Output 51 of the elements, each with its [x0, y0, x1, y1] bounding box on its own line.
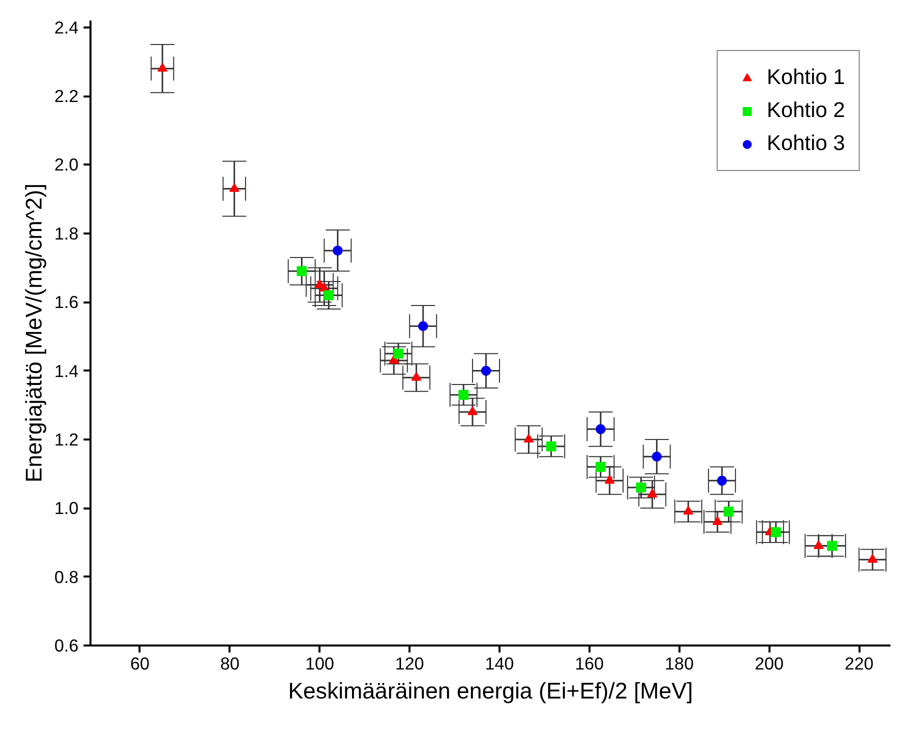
point	[324, 290, 334, 300]
legend-label: Kohtio 1	[766, 65, 845, 90]
point	[481, 366, 492, 376]
y-tick-label: 1.8	[54, 223, 79, 244]
x-tick-label: 60	[130, 654, 150, 674]
x-tick-label: 120	[395, 654, 424, 674]
point	[724, 506, 734, 517]
point	[604, 474, 615, 484]
x-tick-label: 200	[754, 654, 784, 674]
point	[332, 246, 343, 256]
legend-label: Kohtio 2	[766, 98, 845, 123]
x-axis-title: Keskimääräinen energia (Ei+Ef)/2 [MeV]	[288, 678, 693, 704]
point	[468, 406, 478, 416]
point	[546, 441, 556, 452]
legend-label: Kohtio 3	[766, 131, 845, 156]
point	[827, 540, 838, 551]
point	[596, 462, 606, 472]
point	[814, 540, 824, 550]
x-tick-label: 80	[220, 654, 240, 674]
point	[229, 183, 240, 192]
point	[418, 321, 428, 332]
y-tick-label: 1.6	[54, 292, 79, 312]
point	[393, 348, 404, 359]
y-tick-label: 2.0	[54, 154, 79, 175]
y-tick-label: 1.0	[54, 498, 79, 518]
point	[524, 434, 534, 443]
x-tick-label: 220	[844, 654, 874, 674]
point	[652, 452, 662, 462]
point	[458, 390, 469, 400]
point	[157, 62, 168, 72]
point	[770, 527, 781, 538]
x-tick-label: 160	[574, 654, 604, 674]
point	[596, 424, 606, 434]
y-axis-title: Energiajättö [MeV/(mg/cm^2)]	[20, 184, 46, 482]
x-tick-label: 140	[485, 654, 514, 674]
point	[683, 506, 694, 515]
point	[636, 482, 646, 493]
x-tick-label: 100	[305, 654, 334, 674]
y-tick-label: 2.2	[54, 86, 79, 106]
point	[868, 554, 878, 563]
point	[716, 476, 727, 486]
point	[647, 488, 658, 498]
y-tick-label: 1.4	[54, 360, 79, 381]
point	[296, 266, 307, 276]
y-tick-label: 0.6	[54, 636, 79, 656]
point	[411, 372, 422, 381]
y-tick-label: 0.8	[54, 566, 79, 587]
x-tick-label: 180	[664, 654, 694, 674]
point	[712, 516, 722, 525]
y-tick-label: 1.2	[54, 429, 79, 450]
y-tick-label: 2.4	[54, 17, 79, 38]
